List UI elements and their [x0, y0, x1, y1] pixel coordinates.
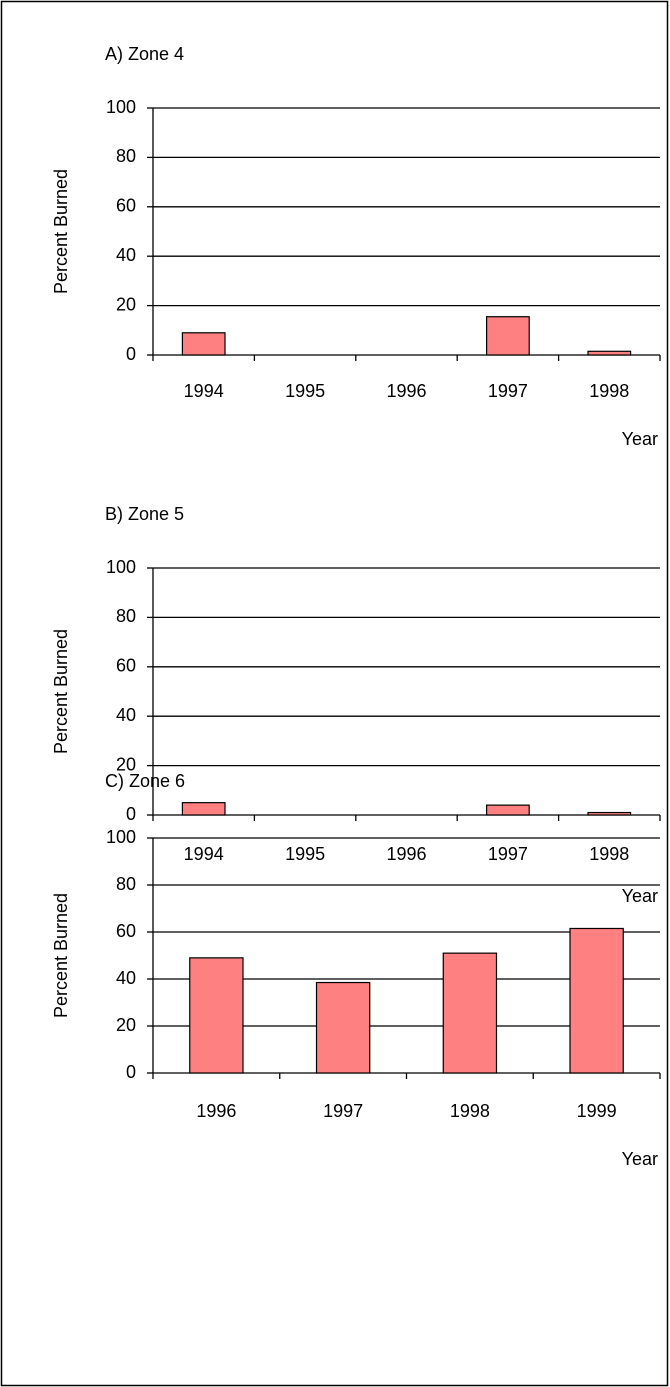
x-tick-label: 1997	[323, 1101, 363, 1121]
x-tick-label: 1994	[184, 381, 224, 401]
x-tick-label: 1998	[589, 381, 629, 401]
y-axis-label: Percent Burned	[51, 893, 71, 1018]
bar	[587, 811, 632, 816]
y-tick-label: 80	[116, 606, 136, 626]
y-tick-label: 0	[126, 344, 136, 364]
chart-title: A) Zone 4	[105, 44, 184, 64]
y-tick-label: 100	[106, 97, 136, 117]
y-tick-label: 100	[106, 557, 136, 577]
y-tick-label: 60	[116, 656, 136, 676]
y-tick-label: 100	[106, 827, 136, 847]
x-tick-label: 1997	[488, 844, 528, 864]
y-tick-label: 60	[116, 196, 136, 216]
bar	[486, 316, 530, 356]
bar	[442, 952, 498, 1074]
y-tick-label: 40	[116, 705, 136, 725]
y-tick-label: 60	[116, 921, 136, 941]
y-tick-label: 40	[116, 245, 136, 265]
bar	[587, 350, 632, 356]
bar	[569, 927, 624, 1074]
y-tick-label: 0	[126, 1062, 136, 1082]
bar	[315, 981, 371, 1074]
y-tick-label: 80	[116, 146, 136, 166]
x-tick-label: 1995	[285, 381, 325, 401]
y-tick-label: 40	[116, 968, 136, 988]
y-axis-label: Percent Burned	[51, 629, 71, 754]
x-tick-label: 1995	[285, 844, 325, 864]
y-tick-label: 20	[116, 754, 136, 774]
x-tick-label: 1994	[184, 844, 224, 864]
y-tick-label: 80	[116, 874, 136, 894]
chart-title: C) Zone 6	[105, 771, 185, 791]
bar	[189, 957, 244, 1074]
y-tick-label: 20	[116, 294, 136, 314]
bar	[181, 802, 226, 816]
x-axis-label: Year	[622, 429, 658, 449]
y-tick-label: 20	[116, 1015, 136, 1035]
bar	[486, 804, 530, 816]
x-tick-label: 1996	[196, 1101, 236, 1121]
chart-title: B) Zone 5	[105, 504, 184, 524]
bar	[181, 332, 226, 356]
x-tick-label: 1999	[577, 1101, 617, 1121]
x-axis-label: Year	[622, 886, 658, 906]
x-axis-label: Year	[622, 1149, 658, 1169]
y-tick-label: 0	[126, 804, 136, 824]
x-tick-label: 1998	[589, 844, 629, 864]
x-tick-label: 1996	[386, 844, 426, 864]
x-tick-label: 1998	[450, 1101, 490, 1121]
y-axis-label: Percent Burned	[51, 169, 71, 294]
x-tick-label: 1996	[386, 381, 426, 401]
x-tick-label: 1997	[488, 381, 528, 401]
